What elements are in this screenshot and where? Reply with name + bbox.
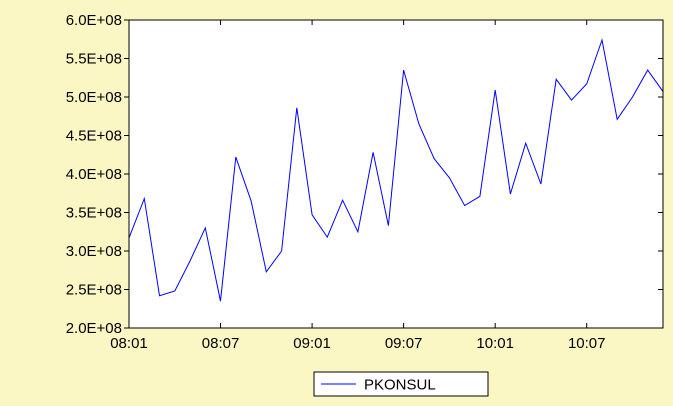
plot-frame: [128, 19, 664, 329]
x-tick-label: 09:01: [293, 335, 331, 352]
y-tick-label: 2.0E+08: [66, 320, 122, 337]
y-axis: 2.0E+08 2.5E+08 3.0E+08 3.5E+08 4.0E+08 4.5E+…: [66, 12, 663, 337]
y-tick-label: 4.5E+08: [66, 128, 122, 145]
y-tick-label: 4.0E+08: [66, 166, 122, 183]
legend: PKONSUL: [313, 371, 489, 397]
x-tick-label: 08:01: [110, 335, 148, 352]
series-line-pkonsul: [128, 38, 664, 302]
plot-area: [129, 20, 663, 328]
x-tick-label: 08:07: [202, 335, 240, 352]
y-tick-label: 3.0E+08: [66, 243, 122, 260]
legend-label-pkonsul: PKONSUL: [364, 377, 436, 394]
y-tick-label: 2.5E+08: [66, 282, 122, 299]
x-axis: 08:01 08:07 09:01 09:07 10:01 10:07: [110, 20, 605, 352]
x-tick-label: 09:07: [385, 335, 423, 352]
x-tick-label: 10:07: [568, 335, 606, 352]
y-tick-label: 3.5E+08: [66, 205, 122, 222]
y-tick-label: 6.0E+08: [66, 12, 122, 29]
x-tick-label: 10:01: [476, 335, 514, 352]
y-tick-label: 5.0E+08: [66, 89, 122, 106]
y-tick-label: 5.5E+08: [66, 51, 122, 68]
series-layer: [128, 38, 664, 302]
